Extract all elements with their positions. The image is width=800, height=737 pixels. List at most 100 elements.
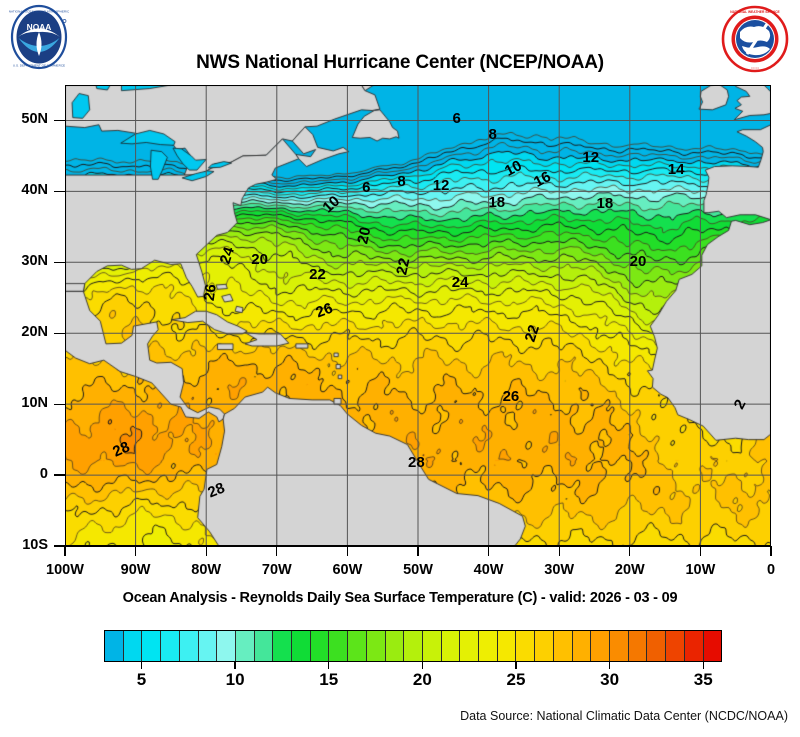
contour-label: 12 [582,148,600,166]
colorbar-tick-label: 15 [319,670,339,689]
y-tick-label: 0 [39,466,48,483]
colorbar-segment [666,631,685,661]
colorbar-tick-label: 35 [693,670,713,689]
y-tick [54,474,65,476]
contour-label: 28 [408,453,425,471]
colorbar-tick-label: 5 [136,670,147,689]
svg-text:NATIONAL WEATHER SERVICE: NATIONAL WEATHER SERVICE [730,10,780,14]
svg-text:NATIONAL OCEANIC AND ATMOSPHER: NATIONAL OCEANIC AND ATMOSPHERIC [9,10,70,14]
colorbar-segment [105,631,124,661]
colorbar[interactable] [104,630,722,662]
y-tick [54,545,65,547]
y-tick-label: 50N [21,111,48,128]
chart-subtitle: Ocean Analysis - Reynolds Daily Sea Surf… [122,590,678,606]
colorbar-tick [234,662,236,669]
svg-text:NOAA: NOAA [27,22,52,32]
y-tick [54,190,65,193]
colorbar-segment [348,631,367,661]
colorbar-tick [609,662,611,669]
contour-label: 8 [488,126,497,144]
x-tick-label: 60W [332,562,363,578]
contour-label: 8 [397,172,406,190]
contour-label: 12 [432,177,450,195]
contour-label: 6 [362,179,371,197]
colorbar-segment [609,631,629,661]
colorbar-tick-label: 25 [506,670,526,689]
x-tick [770,547,772,556]
contour-label: 22 [309,266,326,284]
colorbar-tick [421,662,423,669]
colorbar-segment [142,631,162,661]
contour-label: 20 [251,250,268,268]
colorbar-segment [366,631,386,661]
x-tick-label: 100W [46,562,84,578]
y-tick-label: 10N [21,395,48,412]
x-tick-label: 90W [120,562,151,578]
map-plot-area[interactable] [65,85,771,546]
colorbar-segment [292,631,311,661]
colorbar-segment [310,631,330,661]
colorbar-tick-label: 30 [600,670,620,689]
x-tick-label: 40W [473,562,504,578]
colorbar-segment [553,631,573,661]
colorbar-segment [647,631,667,661]
svg-text:• • • •: • • • • [751,66,759,70]
colorbar-segment [572,631,592,661]
colorbar-segment [628,631,648,661]
nws-logo: NATIONAL WEATHER SERVICE • • • • [720,4,790,74]
colorbar-segment [217,631,236,661]
colorbar-segment [179,631,199,661]
colorbar-segment [591,631,610,661]
contour-label: 20 [629,253,647,271]
x-axis-line [65,546,772,548]
y-tick-label: 20N [21,324,48,341]
x-tick [64,547,66,556]
contour-label: 14 [667,160,685,178]
colorbar-segment [684,631,704,661]
colorbar-segment [385,631,405,661]
contour-label: 26 [200,282,220,302]
colorbar-segment [235,631,255,661]
y-tick [54,119,65,122]
colorbar-segment [198,631,218,661]
colorbar-tick [702,662,704,669]
map-gridlines [65,85,771,546]
noaa-logo: NOAA NATIONAL OCEANIC AND ATMOSPHERIC U.… [6,4,72,70]
colorbar-tick-label: 10 [225,670,245,689]
x-tick [487,547,490,556]
contour-label: 24 [451,273,469,291]
y-tick-label: 30N [21,253,48,270]
data-source-note: Data Source: National Climatic Data Cent… [460,709,788,723]
colorbar-segment [329,631,349,661]
x-tick-label: 80W [191,562,222,578]
colorbar-segment [535,631,554,661]
contour-label: 6 [452,110,461,128]
x-tick-label: 0 [766,562,776,578]
colorbar-segment [516,631,536,661]
x-tick [346,547,349,556]
x-tick [699,547,702,556]
colorbar-tick [328,662,330,669]
x-tick [134,547,137,556]
colorbar-segment [497,631,517,661]
colorbar-segment [422,631,442,661]
colorbar-segment [254,631,274,661]
colorbar-tick [515,662,517,669]
x-tick-label: 70W [261,562,292,578]
contour-label: 18 [596,194,614,212]
y-tick [54,403,65,405]
colorbar-segment [460,631,480,661]
colorbar-segment [404,631,423,661]
colorbar-tick-label: 20 [412,670,432,689]
x-tick [205,547,207,556]
contour-label: 18 [488,194,506,212]
y-tick-label: 10S [22,537,48,553]
colorbar-segment [703,631,722,661]
x-tick [629,547,631,556]
colorbar-segment [479,631,498,661]
x-tick-label: 20W [614,562,645,578]
y-tick [54,261,65,263]
y-tick [54,332,65,334]
colorbar-segment [123,631,143,661]
